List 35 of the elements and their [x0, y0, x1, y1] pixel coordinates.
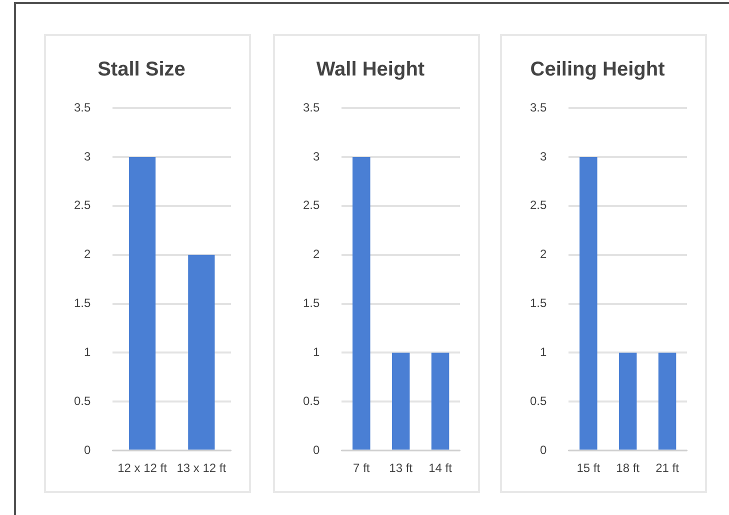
- y-tick-label: 0: [312, 442, 320, 457]
- x-tick-label: 18 ft: [616, 461, 640, 476]
- y-tick-label: 3: [540, 149, 547, 164]
- chart-title: Wall Height: [316, 58, 425, 81]
- y-tick-label: 2.5: [302, 198, 320, 212]
- y-tick-label: 1.5: [74, 296, 91, 310]
- y-tick-label: 3.5: [74, 100, 91, 114]
- x-tick-label: 13 ft: [389, 461, 414, 476]
- x-tick-label: 13 x 12 ft: [176, 461, 227, 476]
- y-tick-label: 1.5: [302, 296, 320, 310]
- y-tick-label: 3.5: [530, 100, 547, 114]
- y-tick-label: 2: [540, 247, 547, 262]
- y-tick-label: 0: [84, 442, 91, 457]
- y-tick-label: 2.5: [530, 198, 547, 212]
- y-tick-label: 1: [312, 345, 320, 360]
- y-tick-label: 3.5: [302, 100, 320, 114]
- x-tick-label: 7 ft: [353, 461, 370, 476]
- y-tick-label: 2: [84, 247, 91, 262]
- x-tick-label: 21 ft: [656, 461, 680, 476]
- y-tick-label: 0: [540, 442, 547, 457]
- chart-title: Ceiling Height: [530, 58, 666, 81]
- y-tick-label: 0.5: [302, 394, 320, 408]
- y-tick-label: 1: [84, 345, 91, 360]
- y-tick-label: 0.5: [530, 394, 547, 408]
- x-tick-label: 12 x 12 ft: [118, 461, 168, 476]
- x-tick-label: 14 ft: [428, 461, 453, 476]
- y-tick-label: 2: [312, 247, 320, 262]
- y-tick-label: 3: [312, 149, 320, 164]
- y-tick-label: 2.5: [74, 198, 91, 212]
- y-tick-label: 1: [540, 345, 547, 360]
- y-tick-label: 1.5: [530, 296, 547, 310]
- y-tick-label: 0.5: [74, 394, 91, 408]
- x-tick-label: 15 ft: [576, 461, 601, 476]
- chart-title: Stall Size: [98, 58, 186, 81]
- y-tick-label: 3: [84, 149, 91, 164]
